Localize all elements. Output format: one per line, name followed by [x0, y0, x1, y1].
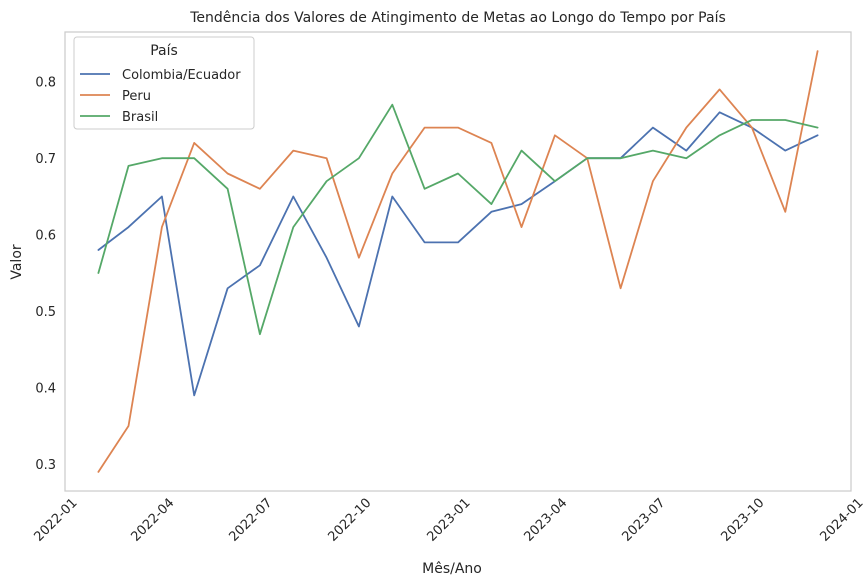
series-line-2 — [97, 103, 819, 336]
y-tick-label: 0.7 — [35, 152, 56, 167]
y-axis-label: Valor — [9, 244, 25, 280]
x-tick-label: 2022-01 — [32, 496, 81, 545]
x-axis-label: Mês/Ano — [422, 561, 482, 577]
legend-entry-label: Colombia/Ecuador — [122, 68, 241, 83]
series-lines — [97, 50, 819, 473]
x-tick-label: 2022-04 — [128, 496, 177, 545]
x-tick-label: 2023-07 — [619, 496, 668, 545]
y-tick-label: 0.5 — [35, 305, 56, 320]
y-tick-label: 0.4 — [35, 382, 56, 397]
x-tick-label: 2022-07 — [226, 496, 275, 545]
x-tick-label: 2023-10 — [718, 496, 767, 545]
chart-title: Tendência dos Valores de Atingimento de … — [189, 10, 726, 26]
x-tick-label: 2022-10 — [325, 496, 374, 545]
series-line-0 — [97, 111, 819, 397]
legend: País Colombia/Ecuador Peru Brasil — [73, 36, 255, 130]
legend-title: País — [150, 43, 178, 59]
legend-entry-label: Peru — [122, 89, 151, 104]
y-tick-label: 0.3 — [35, 458, 56, 473]
series-line-1 — [97, 50, 819, 473]
x-tick-label: 2024-01 — [818, 496, 864, 545]
x-tick-label: 2023-01 — [425, 496, 474, 545]
y-axis-ticks: 0.3 0.4 0.5 0.6 0.7 0.8 — [35, 76, 56, 474]
y-tick-label: 0.6 — [35, 229, 56, 244]
legend-entry-label: Brasil — [122, 110, 158, 125]
x-axis-ticks: 2022-01 2022-04 2022-07 2022-10 2023-01 2023-… — [32, 496, 864, 545]
y-tick-label: 0.8 — [35, 76, 56, 91]
legend-box — [73, 36, 255, 130]
x-tick-label: 2023-04 — [521, 496, 570, 545]
